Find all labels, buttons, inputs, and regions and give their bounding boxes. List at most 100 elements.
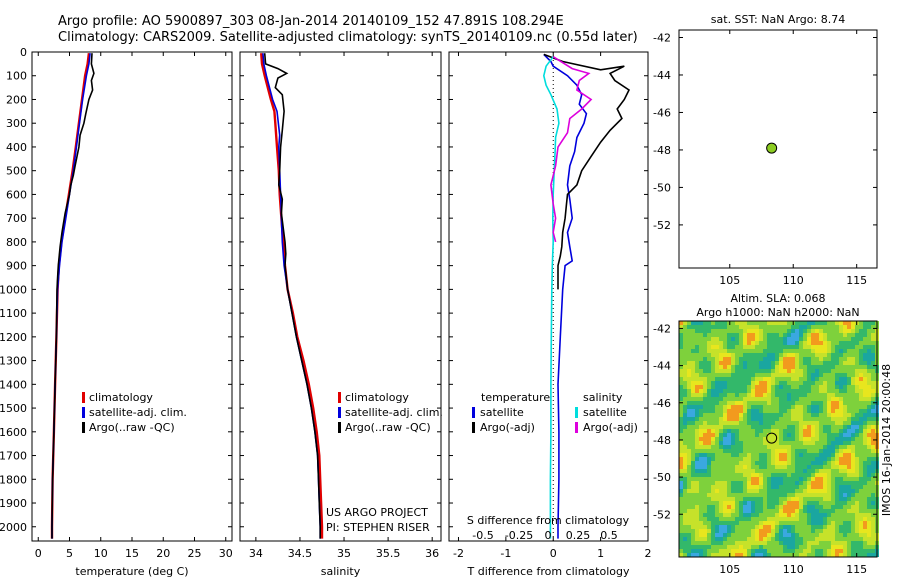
difference-xtick-label: 0 <box>550 547 557 560</box>
sla_map-xtick-label: 105 <box>719 563 740 576</box>
sla_map-ytick-label: -44 <box>653 360 671 373</box>
sst_map-argo-marker <box>766 142 778 154</box>
depth-tick-label: 600 <box>6 188 27 201</box>
depth-tick-label: 1500 <box>0 402 27 415</box>
sst_map-ytick-label: -48 <box>653 144 671 157</box>
salinity-legend-swatch <box>338 422 341 433</box>
pi-label: PI: STEPHEN RISER <box>326 521 430 534</box>
legend-salinity-header: salinity <box>583 391 623 404</box>
imos-timestamp-label: IMOS 16-Jan-2014 20:00:48 <box>880 364 893 516</box>
depth-tick-label: 1200 <box>0 331 27 344</box>
sst_map-frame <box>678 29 878 269</box>
salinity-difference-tick-label: -0.5 <box>472 529 493 542</box>
temperature-legend-label: Argo(..raw -QC) <box>89 421 175 434</box>
depth-tick-label: 1000 <box>0 283 27 296</box>
difference-legend-swatch <box>472 422 475 433</box>
sst_map-xtick-label: 110 <box>783 274 804 287</box>
temperature-legend-label: satellite-adj. clim. <box>89 406 187 419</box>
depth-tick-label: 400 <box>6 141 27 154</box>
salinity-xtick-label: 36 <box>425 547 439 560</box>
sla_map-ytick-label: -48 <box>653 434 671 447</box>
sla_map-ytick-label: -46 <box>653 397 671 410</box>
temperature-xtick-label: 25 <box>188 547 202 560</box>
sla_map-ytick-label: -50 <box>653 471 671 484</box>
sla_map-xtick-label: 115 <box>846 563 867 576</box>
depth-tick-label: 700 <box>6 212 27 225</box>
difference-legend-label: satellite <box>480 406 524 419</box>
difference-xtick-label: -2 <box>453 547 464 560</box>
salinity-legend-label: climatology <box>345 391 409 404</box>
salinity-xtick-label: 35.5 <box>376 547 401 560</box>
salinity-legend-swatch <box>338 407 341 418</box>
sst_map-ytick-label: -50 <box>653 181 671 194</box>
depth-tick-label: 300 <box>6 117 27 130</box>
sla_map-frame <box>678 320 878 558</box>
sst_map-xtick-label: 105 <box>719 274 740 287</box>
difference-legend-swatch <box>575 407 578 418</box>
depth-tick-label: 1800 <box>0 473 27 486</box>
project-label: US ARGO PROJECT <box>326 506 428 519</box>
salinity-xtick-label: 34.5 <box>288 547 313 560</box>
temperature-xtick-label: 15 <box>125 547 139 560</box>
difference-legend-swatch <box>472 407 475 418</box>
depth-tick-label: 900 <box>6 260 27 273</box>
sla-map-title-line1: Altim. SLA: 0.068 <box>730 292 825 305</box>
temperature-legend-swatch <box>82 422 85 433</box>
difference-xtick-label: 1 <box>597 547 604 560</box>
sst_map-ytick-label: -46 <box>653 106 671 119</box>
salinity-legend-label: Argo(..raw -QC) <box>345 421 431 434</box>
difference-legend-label: satellite <box>583 406 627 419</box>
sla_map-ytick-label: -52 <box>653 508 671 521</box>
salinity-xtick-label: 35 <box>337 547 351 560</box>
climatology-subtitle: Climatology: CARS2009. Satellite-adjuste… <box>58 30 638 45</box>
salinity-difference-tick-label: 0.5 <box>600 529 618 542</box>
salinity-legend-label: satellite-adj. clim. <box>345 406 443 419</box>
depth-tick-label: 2000 <box>0 521 27 534</box>
difference-xlabel: T difference from climatology <box>467 565 630 578</box>
temperature-legend-swatch <box>82 392 85 403</box>
temperature-legend-label: climatology <box>89 391 153 404</box>
profile-title: Argo profile: AO 5900897_303 08-Jan-2014… <box>58 14 564 29</box>
salinity-legend-swatch <box>338 392 341 403</box>
difference-series-argoadj <box>550 56 593 243</box>
temperature-xtick-label: 20 <box>156 547 170 560</box>
difference-xtick-label: -1 <box>500 547 511 560</box>
salinity-difference-label: S difference from climatology <box>467 514 630 527</box>
temperature-xtick-label: 0 <box>35 547 42 560</box>
sla-map-title-line2: Argo h1000: NaN h2000: NaN <box>696 306 859 319</box>
sst_map-ytick-label: -44 <box>653 69 671 82</box>
sla_map-argo-marker <box>766 432 778 444</box>
salinity-xtick-label: 34 <box>249 547 263 560</box>
salinity-difference-tick-label: -0.25 <box>505 529 533 542</box>
sla-heatmap-field <box>679 321 879 557</box>
sst_map-ytick-label: -42 <box>653 31 671 44</box>
difference-xtick-label: 2 <box>645 547 652 560</box>
sst_map-ytick-label: -52 <box>653 219 671 232</box>
depth-tick-label: 1600 <box>0 426 27 439</box>
salinity-frame <box>239 51 442 542</box>
sla_map-xtick-label: 110 <box>783 563 804 576</box>
depth-tick-label: 800 <box>6 236 27 249</box>
difference-legend-label: Argo(-adj) <box>583 421 638 434</box>
temperature-series-argorawqc <box>51 53 95 539</box>
depth-tick-label: 100 <box>6 70 27 83</box>
difference-series-argoadj <box>543 53 631 290</box>
salinity-xlabel: salinity <box>321 565 361 578</box>
depth-tick-label: 1100 <box>0 307 27 320</box>
salinity-difference-tick-label: 0 <box>545 529 552 542</box>
temperature-xtick-label: 30 <box>219 547 233 560</box>
difference-series-satellite <box>542 56 560 539</box>
depth-tick-label: 0 <box>20 46 27 59</box>
depth-tick-label: 1700 <box>0 450 27 463</box>
salinity-series-argorawqc <box>263 53 321 539</box>
temperature-xlabel: temperature (deg C) <box>75 565 188 578</box>
depth-tick-label: 1400 <box>0 378 27 391</box>
sla_map-ytick-label: -42 <box>653 322 671 335</box>
salinity-difference-tick-label: 0.25 <box>566 529 591 542</box>
difference-frame <box>448 51 649 542</box>
temperature-xtick-label: 5 <box>66 547 73 560</box>
legend-temperature-header: temperature <box>481 391 550 404</box>
sst-map-title: sat. SST: NaN Argo: 8.74 <box>711 13 845 26</box>
depth-tick-label: 200 <box>6 93 27 106</box>
